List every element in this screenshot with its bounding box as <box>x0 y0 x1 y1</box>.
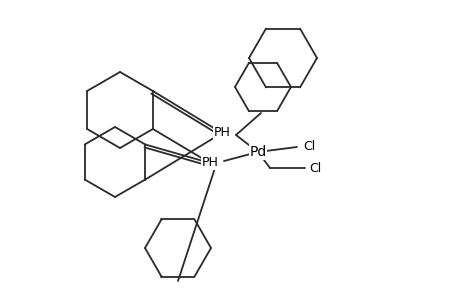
Text: Pd: Pd <box>249 145 266 159</box>
Text: Cl: Cl <box>308 161 320 175</box>
Text: PH: PH <box>213 127 230 140</box>
Text: PH: PH <box>201 157 218 169</box>
Text: Cl: Cl <box>302 140 314 152</box>
